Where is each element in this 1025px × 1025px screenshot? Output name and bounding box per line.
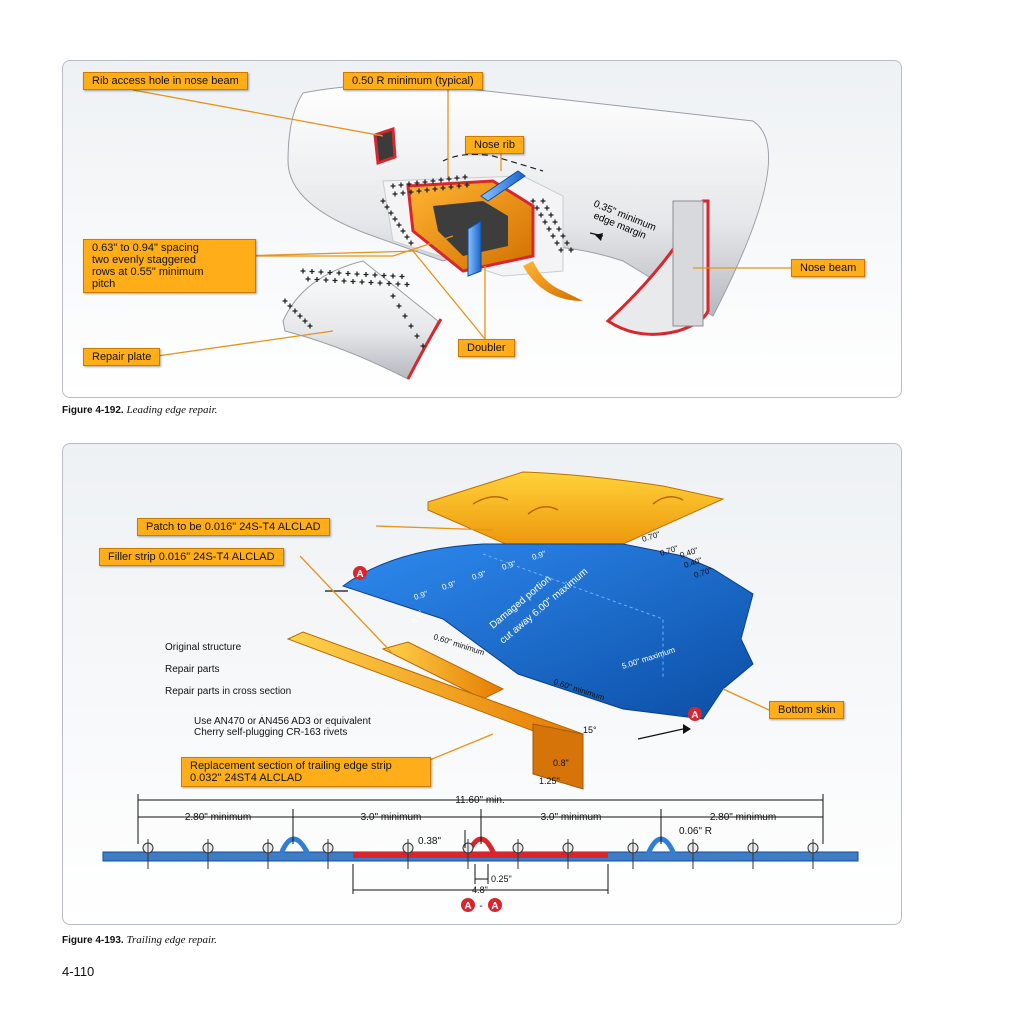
page-number: 4-110 xyxy=(62,964,95,979)
section-marker-top: A xyxy=(353,566,367,580)
legend-swatches xyxy=(107,645,147,695)
rivet-pattern xyxy=(282,174,574,349)
legend-label: Repair parts xyxy=(165,664,220,675)
legend-label: Original structure xyxy=(165,642,242,653)
dim-center-right: 3.0" minimum xyxy=(541,812,602,823)
callout-repair-plate: Repair plate xyxy=(83,348,161,366)
caption-text: Leading edge repair. xyxy=(126,404,218,416)
legend-original-structure: Original structure xyxy=(165,642,241,653)
callout-rivet-spacing: 0.63" to 0.94" spacing two evenly stagge… xyxy=(83,239,256,293)
strip-height: 0.8" xyxy=(553,758,569,768)
dim-overall: 11.60" min. xyxy=(455,795,505,806)
dim-radius: 0.06" R xyxy=(679,826,712,837)
dim-d4: 0.9" xyxy=(501,559,517,572)
caption-text: Trailing edge repair. xyxy=(126,934,217,946)
callout-replacement-strip: Replacement section of trailing edge str… xyxy=(181,757,431,787)
rivet-note: Use AN470 or AN456 AD3 or equivalent Che… xyxy=(194,716,371,738)
figure-trailing-edge-repair: 0.9" 0.9" 0.9" 0.9" 0.9" 0.9" Damaged po… xyxy=(62,443,902,925)
callout-filler-strip: Filler strip 0.016" 24S-T4 ALCLAD xyxy=(99,548,284,566)
dim-center-left: 3.0" minimum xyxy=(361,812,422,823)
dim-left: 2.80" minimum xyxy=(185,812,251,823)
callout-doubler: Doubler xyxy=(458,339,515,357)
legend-label: Repair parts in cross section xyxy=(165,686,292,697)
callout-rib-access-hole: Rib access hole in nose beam xyxy=(83,72,248,90)
callout-radius-minimum: 0.50 R minimum (typical) xyxy=(343,72,483,90)
svg-text:A: A xyxy=(691,710,698,721)
figure-caption-4-193: Figure 4-193. Trailing edge repair. xyxy=(62,934,217,946)
svg-text:A: A xyxy=(356,569,363,580)
svg-text:A: A xyxy=(491,901,498,912)
strip-width: 1.25" xyxy=(539,776,560,786)
cross-section-a-a: 11.60" min. 2.80" minimum 3.0" minimum 3… xyxy=(102,794,859,912)
caption-number: Figure 4-193. xyxy=(62,935,124,946)
callout-bottom-skin: Bottom skin xyxy=(769,701,845,719)
leading-edge-illustration: 0.35" minimum edge margin xyxy=(132,84,791,380)
strip-dimensions: 15° 0.8" 1.25" xyxy=(539,725,597,786)
section-marker-bottom: A xyxy=(688,707,702,721)
legend-repair-parts: Repair parts xyxy=(165,664,219,675)
callout-patch: Patch to be 0.016" 24S-T4 ALCLAD xyxy=(137,518,330,536)
dim-d2: 0.9" xyxy=(441,579,457,592)
strip-angle: 15° xyxy=(583,725,597,735)
dim-d5: 0.9" xyxy=(531,549,547,562)
svg-text:A: A xyxy=(464,901,471,912)
figure-leading-edge-repair: 0.35" minimum edge margin Rib access hol… xyxy=(62,60,902,398)
dim-d3: 0.9" xyxy=(471,569,487,582)
callout-nose-rib: Nose rib xyxy=(465,136,524,154)
dim-right: 2.80" minimum xyxy=(710,812,776,823)
svg-text:-: - xyxy=(479,901,482,912)
callout-nose-beam: Nose beam xyxy=(791,259,866,277)
figure-caption-4-192: Figure 4-192. Leading edge repair. xyxy=(62,404,217,416)
dim-bump-width: 0.25" xyxy=(491,874,512,884)
caption-number: Figure 4-192. xyxy=(62,405,124,416)
dim-d1: 0.9" xyxy=(413,589,429,602)
legend-repair-parts-cross-section: Repair parts in cross section xyxy=(165,686,291,697)
trailing-edge-illustration: 0.9" 0.9" 0.9" 0.9" 0.9" 0.9" Damaged po… xyxy=(102,471,859,912)
dim-repair-width: 4.8" xyxy=(472,885,488,895)
dim-bump-height: 0.38" xyxy=(418,836,441,847)
